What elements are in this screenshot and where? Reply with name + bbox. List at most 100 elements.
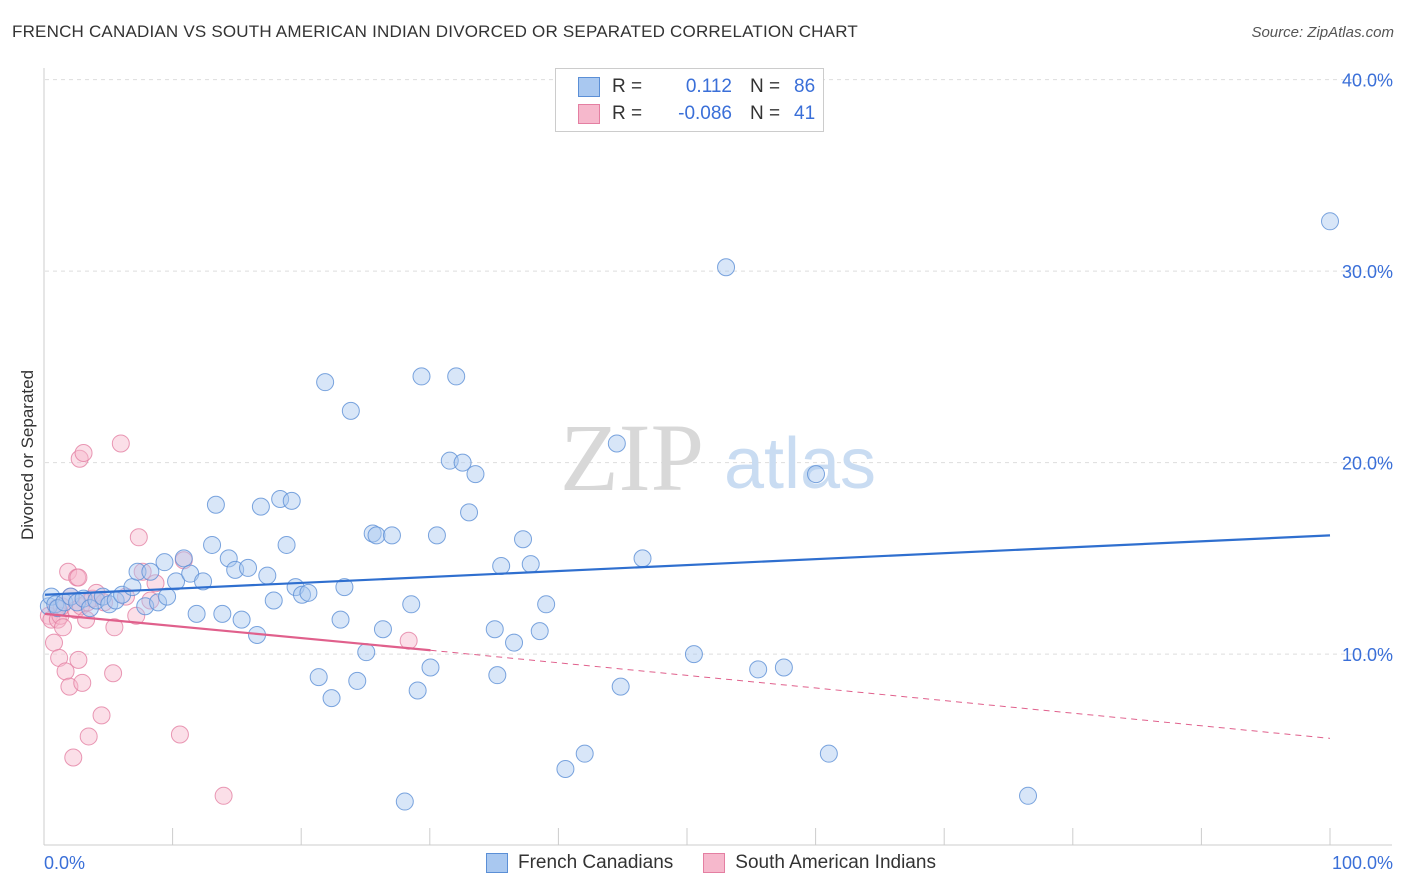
blue-point-75 [575, 744, 594, 763]
blue-point-29 [219, 549, 238, 568]
pink-point-38 [170, 725, 189, 744]
tick-labels: 10.0% 20.0% 30.0% 40.0% 0.0% 100.0% [44, 71, 1393, 873]
legend-label: South American Indians [735, 852, 936, 873]
blue-point-22 [174, 549, 193, 568]
blue-point-55 [395, 792, 414, 811]
blue-point-79 [684, 645, 703, 664]
blue-point-83 [807, 465, 825, 484]
pink-trend-extension [430, 649, 1331, 739]
blue-point-38 [277, 535, 296, 554]
blue-point-67 [488, 666, 507, 685]
n-value: 86 [794, 76, 816, 97]
blue-trend-line [44, 534, 1331, 596]
blue-point-66 [485, 620, 504, 639]
y-tick-label-2: 30.0% [1342, 262, 1393, 282]
blue-point-84 [819, 744, 838, 763]
source-label: Source: ZipAtlas.com [1251, 24, 1394, 41]
pink-point-27 [92, 706, 111, 725]
pink-point-16 [69, 568, 88, 587]
blue-swatch [578, 77, 600, 97]
blue-point-31 [232, 610, 251, 629]
blue-point-68 [492, 557, 511, 576]
blue-point-60 [427, 526, 446, 545]
blue-point-27 [206, 495, 225, 514]
pink-swatch [703, 853, 726, 873]
r-value: -0.086 [678, 103, 732, 124]
pink-point-24 [79, 727, 98, 746]
pink-trend-line [44, 612, 431, 652]
n-value: 41 [794, 103, 816, 124]
blue-point-50 [357, 643, 376, 662]
blue-point-15 [128, 562, 147, 581]
french-canadians-points [39, 212, 1339, 811]
blue-point-57 [408, 681, 427, 700]
r-label: R = [612, 103, 643, 124]
blue-point-69 [505, 633, 524, 652]
pink-point-33 [127, 606, 146, 625]
watermark: ZIP atlas [560, 404, 876, 511]
pink-point-37 [146, 574, 165, 593]
blue-point-43 [309, 668, 328, 687]
blue-point-74 [556, 760, 575, 778]
blue-point-71 [521, 555, 540, 574]
trend-lines [44, 534, 1331, 739]
pink-swatch [578, 104, 600, 124]
pink-point-21 [74, 444, 93, 463]
series-legend: French Canadians South American Indians [486, 852, 966, 874]
legend-row-blue: R = 0.112 N = 86 [578, 74, 815, 100]
watermark-zip: ZIP [560, 404, 704, 511]
n-label: N = [750, 76, 781, 97]
blue-point-19 [158, 587, 177, 606]
blue-point-72 [530, 622, 549, 641]
pink-point-29 [104, 664, 123, 683]
blue-point-78 [633, 549, 652, 568]
blue-point-77 [611, 677, 630, 696]
blue-point-81 [749, 660, 768, 679]
blue-point-35 [258, 566, 277, 585]
blue-point-63 [453, 453, 472, 472]
blue-point-20 [155, 553, 174, 572]
blue-point-82 [774, 658, 793, 677]
blue-point-62 [447, 367, 466, 386]
blue-point-37 [271, 489, 290, 508]
y-tick-label-0: 10.0% [1342, 645, 1393, 665]
blue-point-17 [141, 562, 160, 581]
blue-point-73 [537, 595, 556, 614]
pink-point-13 [64, 748, 83, 767]
blue-point-45 [322, 689, 341, 708]
blue-point-58 [412, 367, 431, 386]
blue-point-32 [239, 558, 258, 577]
y-tick-label-1: 20.0% [1342, 454, 1393, 474]
legend-item-south-american-indians: South American Indians [703, 852, 936, 874]
blue-point-48 [341, 401, 360, 420]
watermark-atlas: atlas [724, 424, 876, 504]
blue-point-86 [1321, 212, 1339, 231]
pink-point-2 [44, 633, 63, 652]
legend-row-pink: R = -0.086 N = 41 [578, 101, 815, 127]
legend-item-french-canadians: French Canadians [486, 852, 673, 874]
blue-point-14 [123, 578, 142, 597]
blue-point-76 [607, 434, 626, 453]
pink-point-9 [56, 662, 75, 681]
r-value: 0.112 [685, 76, 732, 97]
blue-point-42 [299, 583, 318, 602]
blue-point-18 [149, 593, 168, 612]
blue-point-65 [466, 465, 485, 484]
x-tick-label-0: 0.0% [44, 853, 85, 873]
blue-point-26 [203, 535, 222, 554]
pink-point-10 [59, 562, 78, 581]
pink-point-34 [129, 528, 148, 547]
pink-point-36 [141, 591, 160, 610]
blue-point-41 [293, 585, 311, 604]
blue-point-24 [187, 604, 206, 623]
blue-point-47 [335, 578, 354, 597]
chart-title: FRENCH CANADIAN VS SOUTH AMERICAN INDIAN… [12, 22, 858, 41]
blue-point-85 [1019, 786, 1038, 805]
south-american-indians-points [39, 434, 418, 805]
blue-point-56 [402, 595, 421, 614]
blue-point-44 [316, 373, 335, 392]
y-tick-label-3: 40.0% [1342, 71, 1393, 91]
blue-point-59 [421, 658, 440, 677]
pink-point-40 [214, 786, 233, 805]
